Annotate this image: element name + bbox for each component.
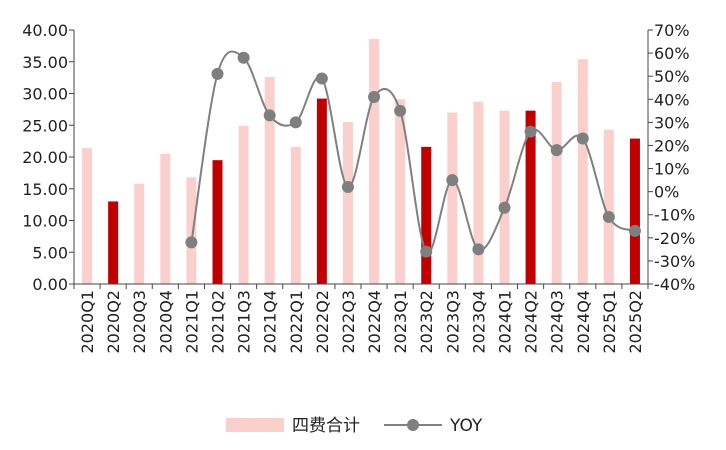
- x-tick-label: 2024Q1: [496, 290, 515, 354]
- yoy-point-2025Q1: [602, 211, 615, 224]
- legend-marker-yoy: [407, 419, 419, 431]
- bar-2021Q2: [212, 160, 223, 284]
- y-left-tick-label: 15.00: [22, 180, 68, 199]
- y-left-tick-label: 35.00: [22, 53, 68, 72]
- bar-2020Q4: [160, 153, 171, 284]
- x-tick-label: 2021Q4: [261, 290, 280, 354]
- bar-2021Q3: [238, 125, 249, 284]
- x-tick-label: 2022Q4: [365, 290, 384, 354]
- x-tick-label: 2023Q4: [469, 290, 488, 354]
- x-tick-label: 2021Q2: [209, 290, 228, 354]
- yoy-point-2022Q4: [368, 90, 381, 103]
- bar-2025Q1: [603, 129, 614, 284]
- yoy-line: [190, 50, 636, 254]
- bar-2022Q1: [290, 146, 301, 284]
- x-tick-label: 2023Q3: [443, 290, 462, 354]
- yoy-point-2022Q1: [289, 116, 302, 129]
- yoy-point-2021Q3: [237, 51, 250, 64]
- axes: 0.00 5.00 10.00 15.00 20.00 25.00 30.00 35.00 40…: [22, 21, 695, 354]
- y-right-tick-label: -10%: [654, 206, 695, 225]
- y-right-tick-label: 10%: [654, 160, 690, 179]
- legend: 四费合计 YOY: [226, 416, 483, 436]
- bar-2025Q2: [629, 138, 640, 284]
- bar-2023Q2: [421, 146, 432, 284]
- yoy-point-2022Q2: [315, 72, 328, 85]
- y-left-tick-label: 20.00: [22, 148, 68, 167]
- yoy-point-2023Q4: [472, 243, 485, 256]
- bar-2021Q1: [186, 177, 197, 284]
- x-tick-label: 2020Q2: [104, 290, 123, 354]
- bar-2023Q4: [473, 101, 484, 284]
- bar-series: [82, 38, 640, 285]
- yoy-point-2023Q1: [394, 104, 407, 117]
- y-right-tick-label: 70%: [654, 21, 690, 40]
- y-right-tick-label: -20%: [654, 229, 695, 248]
- legend-label-bar: 四费合计: [292, 416, 360, 436]
- bar-2024Q4: [577, 59, 588, 285]
- yoy-point-2021Q1: [185, 236, 198, 249]
- bar-2024Q2: [525, 110, 536, 285]
- yoy-point-2024Q2: [524, 125, 537, 138]
- x-tick-label: 2024Q2: [522, 290, 541, 354]
- x-tick-label: 2024Q3: [548, 290, 567, 354]
- x-tick-label: 2022Q3: [339, 290, 358, 354]
- legend-label-yoy: YOY: [449, 416, 483, 436]
- x-tick-label: 2021Q3: [235, 290, 254, 354]
- y-left-tick-label: 5.00: [32, 243, 68, 262]
- y-left-tick-label: 30.00: [22, 85, 68, 104]
- x-tick-label: 2020Q1: [78, 290, 97, 354]
- x-tick-label: 2025Q1: [600, 290, 619, 354]
- y-right-tick-label: 30%: [654, 113, 690, 132]
- bar-2022Q4: [369, 38, 380, 284]
- y-left-tick-label: 40.00: [22, 21, 68, 40]
- y-left-tick-label: 0.00: [32, 275, 68, 294]
- y-right-tick-label: 0%: [654, 183, 679, 202]
- y-right-tick-label: 50%: [654, 67, 690, 86]
- x-tick-label: 2021Q1: [182, 290, 201, 354]
- x-tick-label: 2020Q3: [130, 290, 149, 354]
- y-left-tick-label: 10.00: [22, 212, 68, 231]
- yoy-point-2021Q4: [263, 109, 276, 122]
- bar-2020Q2: [108, 201, 119, 284]
- x-tick-label: 2020Q4: [156, 290, 175, 354]
- yoy-point-2021Q2: [211, 67, 224, 80]
- y-right-tick-label: 40%: [654, 90, 690, 109]
- line-series: [185, 50, 641, 258]
- bar-2020Q3: [134, 183, 145, 284]
- x-tick-label: 2024Q4: [574, 290, 593, 354]
- bar-2021Q4: [264, 76, 275, 285]
- bar-2020Q1: [82, 148, 93, 284]
- yoy-point-2022Q3: [341, 181, 354, 194]
- x-tick-label: 2023Q2: [417, 290, 436, 354]
- yoy-point-2024Q1: [498, 201, 511, 214]
- y-right-tick-label: 60%: [654, 44, 690, 63]
- bar-2024Q1: [499, 110, 510, 285]
- bar-2023Q3: [447, 112, 458, 284]
- yoy-point-2023Q2: [420, 245, 433, 258]
- yoy-point-2025Q2: [628, 224, 641, 237]
- bar-2022Q2: [316, 98, 327, 284]
- y-right-tick-label: -30%: [654, 252, 695, 271]
- x-tick-label: 2022Q2: [313, 290, 332, 354]
- bar-2024Q3: [551, 82, 562, 284]
- x-tick-label: 2025Q2: [626, 290, 645, 354]
- bar-2023Q1: [395, 99, 406, 284]
- y-left-tick-label: 25.00: [22, 116, 68, 135]
- yoy-point-2024Q4: [576, 132, 589, 145]
- legend-swatch-bar: [226, 418, 284, 432]
- y-right-tick-label: -40%: [654, 275, 695, 294]
- yoy-point-2024Q3: [550, 144, 563, 157]
- x-tick-label: 2022Q1: [287, 290, 306, 354]
- yoy-point-2023Q3: [446, 174, 459, 187]
- x-tick-label: 2023Q1: [391, 290, 410, 354]
- bar-2022Q3: [342, 122, 353, 284]
- y-right-tick-label: 20%: [654, 136, 690, 155]
